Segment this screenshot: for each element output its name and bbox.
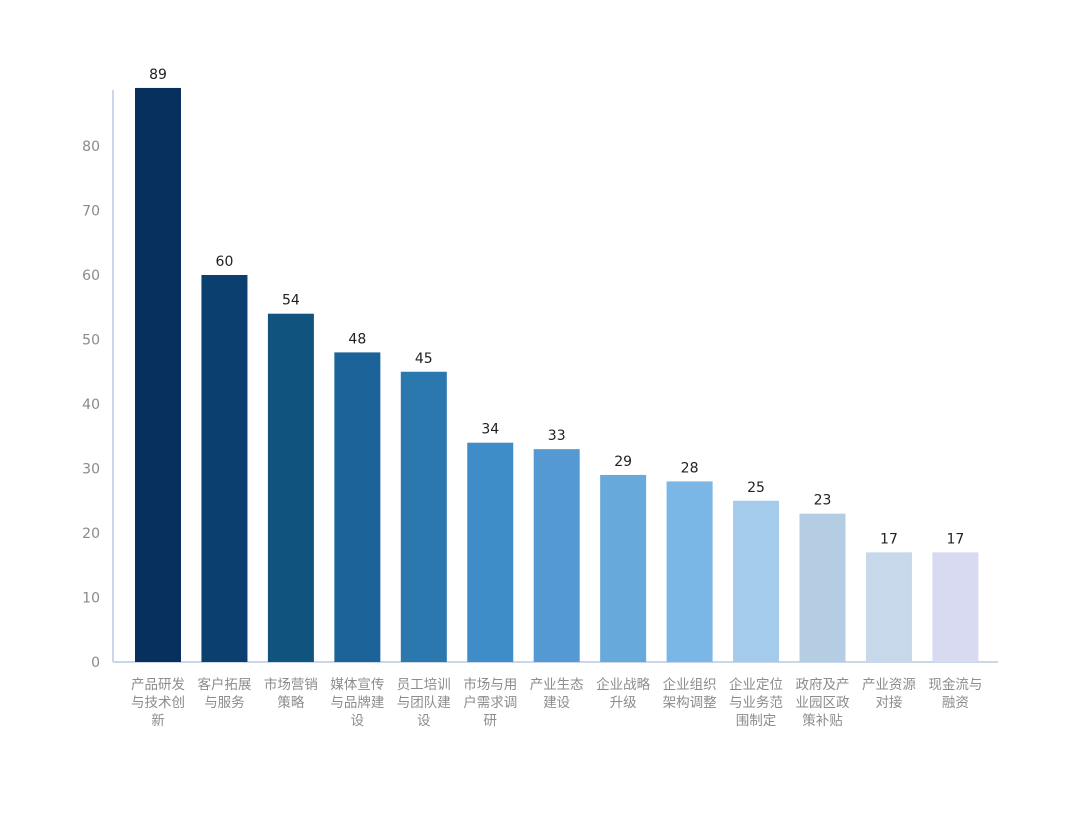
- category-label: 建设: [543, 695, 570, 711]
- category-label: 政府及产: [796, 677, 850, 693]
- value-label: 25: [747, 480, 765, 496]
- category-label: 媒体宣传: [330, 677, 384, 693]
- y-tick-label: 40: [82, 397, 100, 413]
- y-tick-label: 60: [82, 268, 100, 284]
- bar: [201, 275, 248, 662]
- bar: [799, 513, 846, 662]
- y-tick-label: 30: [82, 462, 100, 478]
- value-label: 45: [415, 351, 433, 367]
- category-label: 企业战略: [596, 676, 650, 693]
- y-tick-label: 50: [82, 333, 100, 349]
- value-label: 48: [348, 331, 366, 347]
- category-label: 现金流与: [928, 677, 982, 693]
- category-label: 策略: [277, 694, 304, 711]
- y-tick-label: 0: [91, 655, 100, 671]
- category-label: 产品研发: [131, 677, 185, 693]
- value-label: 29: [614, 454, 632, 470]
- value-label: 89: [149, 67, 167, 83]
- category-label: 架构调整: [663, 695, 717, 711]
- category-label: 策补贴: [802, 712, 843, 729]
- category-label: 产业资源: [862, 677, 916, 693]
- bar: [733, 500, 780, 662]
- category-label: 设: [417, 713, 431, 729]
- value-label: 17: [880, 531, 898, 547]
- category-label: 融资: [942, 695, 969, 711]
- category-label: 企业组织: [663, 676, 717, 693]
- category-label: 市场与用: [463, 676, 517, 693]
- category-label: 设: [351, 713, 365, 729]
- value-label: 60: [216, 254, 234, 270]
- category-label: 业园区政: [796, 695, 850, 711]
- value-label: 34: [481, 422, 499, 438]
- category-label: 升级: [610, 695, 638, 711]
- bar: [467, 442, 514, 662]
- value-label: 54: [282, 293, 300, 309]
- bar: [865, 552, 912, 662]
- bar: [600, 474, 647, 662]
- value-label: 33: [548, 428, 566, 444]
- category-label: 与团队建: [397, 695, 451, 711]
- category-label: 与品牌建: [330, 694, 384, 711]
- y-tick-label: 10: [82, 591, 100, 607]
- category-label: 客户拓展: [197, 676, 251, 693]
- category-label: 围制定: [736, 713, 777, 729]
- category-label: 新: [151, 713, 165, 729]
- bar: [334, 352, 381, 662]
- category-label: 与业务范: [729, 695, 783, 711]
- category-label: 员工培训: [397, 677, 451, 693]
- y-tick-label: 20: [82, 526, 100, 542]
- y-tick-label: 70: [82, 204, 100, 220]
- category-label: 与技术创: [131, 695, 185, 711]
- value-label: 23: [814, 493, 832, 509]
- bar: [533, 449, 580, 662]
- y-tick-label: 80: [82, 139, 100, 155]
- bar: [400, 371, 447, 662]
- category-label: 市场营销: [264, 676, 318, 693]
- value-label: 28: [681, 460, 699, 476]
- bar: [267, 313, 314, 662]
- category-label: 产业生态: [530, 677, 584, 693]
- bar: [135, 87, 181, 662]
- bar: [932, 552, 979, 662]
- category-label: 与服务: [204, 695, 245, 711]
- value-label: 17: [946, 531, 964, 547]
- category-label: 企业定位: [729, 676, 783, 693]
- category-label: 对接: [875, 694, 902, 711]
- category-label: 户需求调: [463, 694, 517, 711]
- bar: [666, 481, 713, 662]
- category-label: 研: [484, 713, 498, 729]
